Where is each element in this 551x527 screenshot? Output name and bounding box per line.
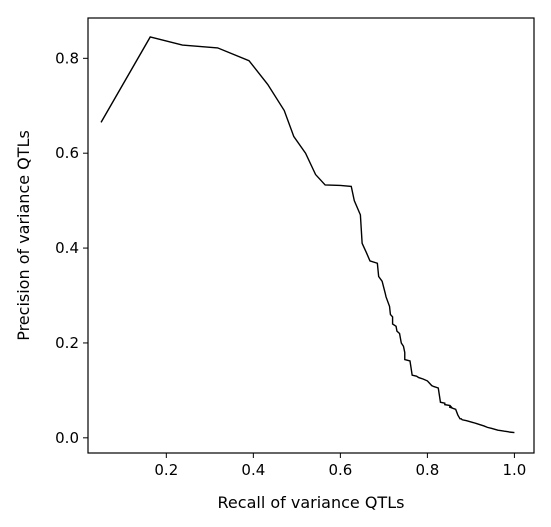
x-axis-title: Recall of variance QTLs — [218, 493, 405, 512]
y-axis-ticks: 0.0 0.2 0.4 0.6 0.8 — [55, 49, 88, 447]
x-tick-label: 1.0 — [502, 461, 526, 479]
plot-frame — [87, 17, 535, 454]
y-tick-label: 0.4 — [55, 239, 79, 257]
x-tick-label: 0.2 — [154, 461, 178, 479]
y-tick-label: 0.2 — [55, 334, 79, 352]
x-tick-label: 0.4 — [241, 461, 265, 479]
x-tick-label: 0.8 — [415, 461, 439, 479]
y-tick-label: 0.8 — [55, 49, 79, 67]
y-tick-label: 0.0 — [55, 429, 79, 447]
plot-layer — [100, 36, 515, 434]
y-axis-title: Precision of variance QTLs — [14, 130, 33, 341]
precision-recall-line — [100, 36, 515, 434]
x-axis-ticks: 0.2 0.4 0.6 0.8 1.0 — [154, 453, 526, 479]
x-tick-label: 0.6 — [328, 461, 352, 479]
y-tick-label: 0.6 — [55, 144, 79, 162]
